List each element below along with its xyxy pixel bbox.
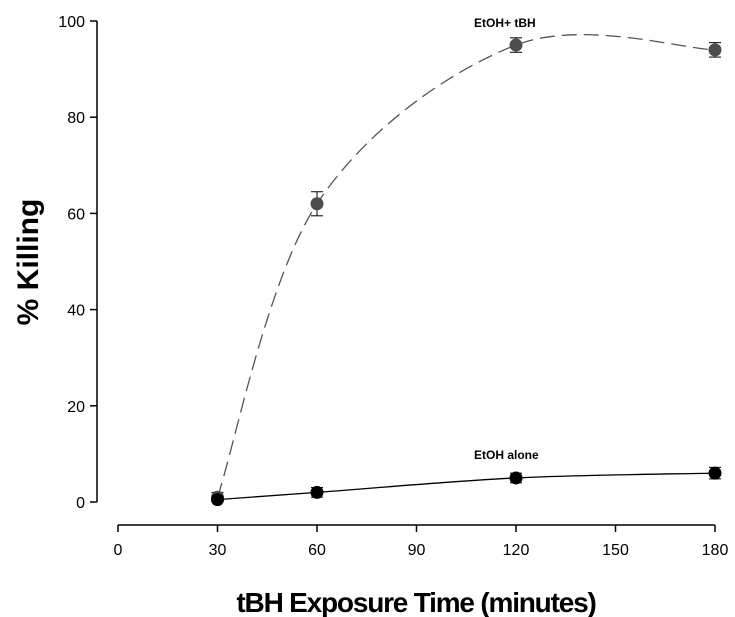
series-layer [211, 34, 722, 507]
series-line [216, 34, 716, 498]
y-axis: 0 20 40 60 80 100 [58, 14, 98, 512]
x-tick-label: 30 [209, 542, 227, 559]
data-point [211, 493, 224, 507]
series-line [217, 472, 716, 501]
y-tick-label: 80 [67, 110, 85, 127]
data-point [509, 471, 523, 485]
x-tick-label: 150 [602, 542, 629, 559]
y-axis-title: % Killing [12, 199, 45, 326]
x-tick-label: 120 [503, 542, 530, 559]
data-point [310, 485, 324, 499]
y-tick-label: 100 [58, 14, 85, 31]
series-1 [211, 466, 722, 507]
x-tick-label: 0 [114, 542, 123, 559]
series-label-etoh-tbh: EtOH+ tBH [474, 16, 536, 30]
x-tick-label: 180 [702, 542, 729, 559]
data-point [708, 43, 722, 57]
x-tick-label: 60 [308, 542, 326, 559]
data-point [509, 38, 523, 52]
series-0 [211, 34, 722, 504]
y-tick-label: 20 [67, 399, 85, 416]
y-tick-label: 40 [67, 303, 85, 320]
series-label-etoh-alone: EtOH alone [474, 448, 539, 462]
y-tick-label: 60 [67, 206, 85, 223]
data-point [708, 466, 722, 480]
x-axis: 0 30 60 90 120 150 180 [114, 524, 729, 559]
y-tick-label: 0 [76, 495, 85, 512]
x-axis-title: tBH Exposure Time (minutes) [236, 587, 595, 617]
x-tick-label: 90 [408, 542, 426, 559]
data-point [310, 197, 324, 211]
